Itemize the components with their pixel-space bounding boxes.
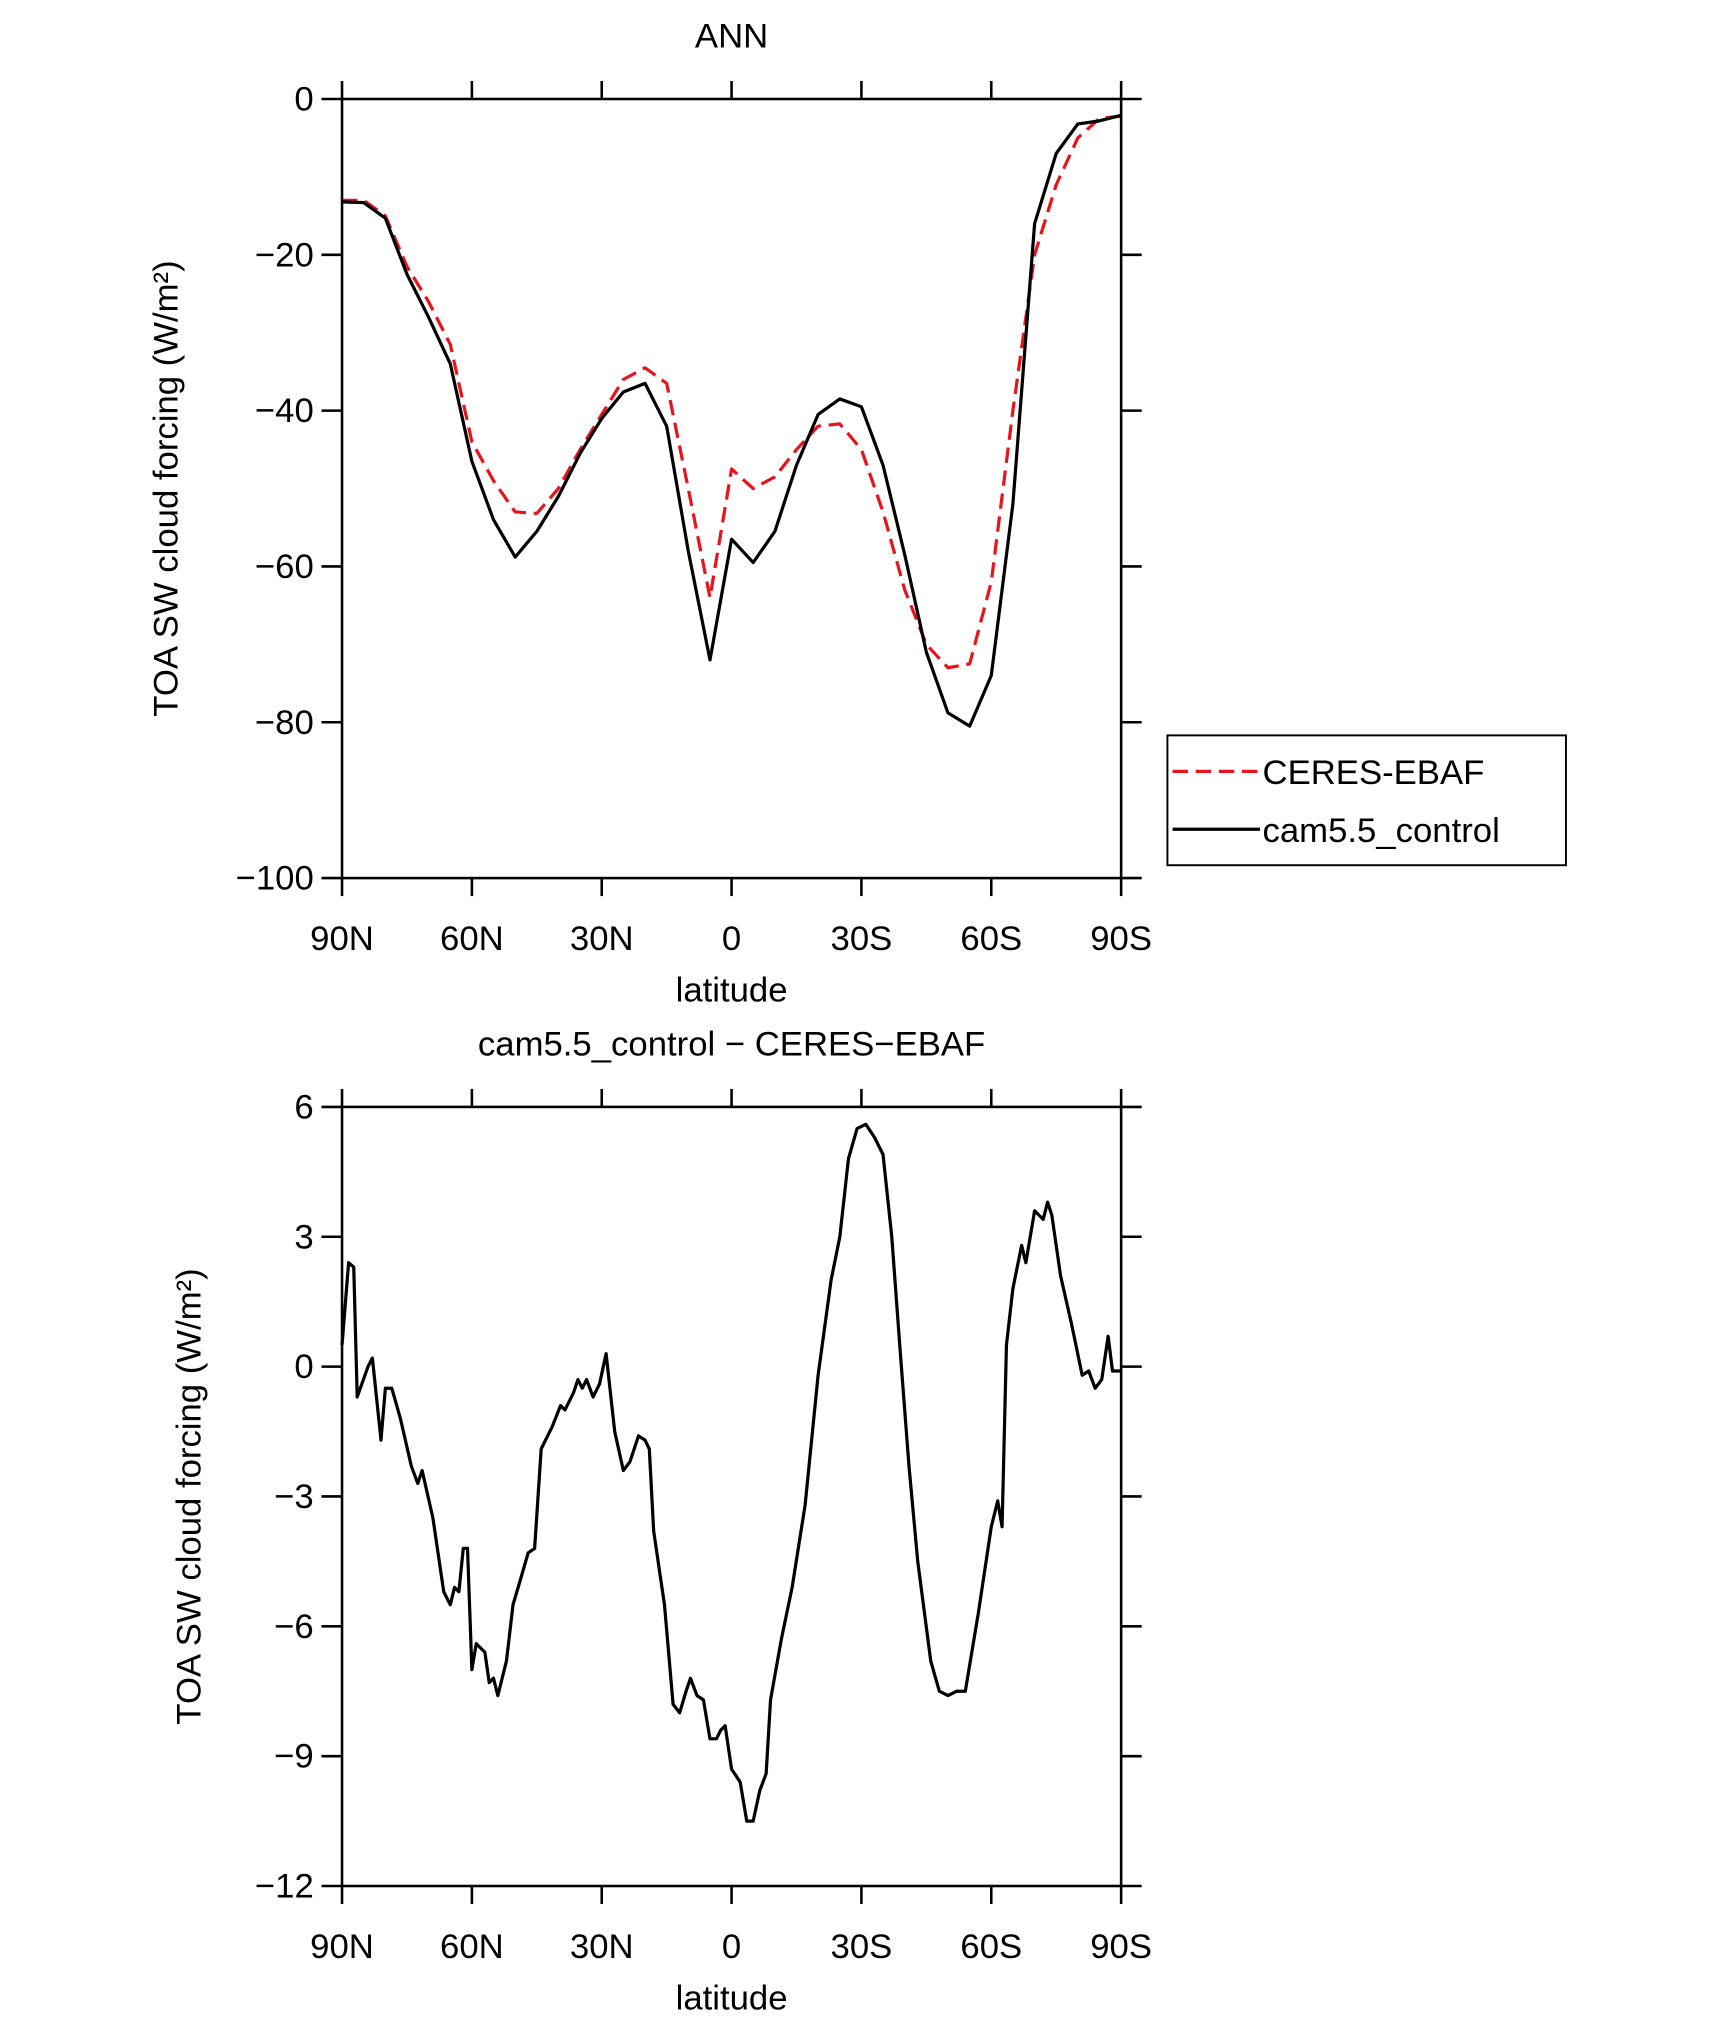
y-tick-label: −3 bbox=[274, 1478, 314, 1516]
x-tick-label: 60S bbox=[960, 1928, 1022, 1966]
x-tick-label: 60S bbox=[960, 920, 1022, 958]
x-tick-label: 0 bbox=[722, 1928, 741, 1966]
data-line bbox=[341, 113, 1122, 728]
legend-box bbox=[1166, 734, 1567, 867]
plot-frame bbox=[340, 97, 1123, 880]
data-line bbox=[340, 1122, 1122, 1823]
y-tick-label: −80 bbox=[255, 704, 314, 742]
y-tick-label: −12 bbox=[255, 1868, 314, 1906]
chart-title: ANN bbox=[695, 18, 768, 56]
x-tick-label: 90S bbox=[1090, 920, 1152, 958]
y-axis-label: TOA SW cloud forcing (W/m²) bbox=[171, 1268, 209, 1724]
x-tick-label: 30N bbox=[570, 1928, 634, 1966]
x-tick-label: 90S bbox=[1090, 1928, 1152, 1966]
x-tick-label: 90N bbox=[310, 920, 374, 958]
x-tick-label: 90N bbox=[310, 1928, 374, 1966]
y-tick-label: −6 bbox=[274, 1608, 314, 1646]
y-tick-label: 0 bbox=[294, 1348, 313, 1386]
x-tick-label: 60N bbox=[440, 1928, 504, 1966]
data-line bbox=[342, 114, 1122, 670]
y-tick-label: −100 bbox=[236, 860, 314, 898]
legend-label: CERES-EBAF bbox=[1263, 754, 1485, 792]
x-tick-label: 30S bbox=[831, 1928, 893, 1966]
x-axis-label: latitude bbox=[676, 972, 788, 1010]
x-axis-label: latitude bbox=[676, 1979, 788, 2017]
y-tick-label: 6 bbox=[294, 1088, 313, 1126]
y-axis-label: TOA SW cloud forcing (W/m²) bbox=[147, 260, 185, 716]
chart-title: cam5.5_control − CERES−EBAF bbox=[478, 1025, 985, 1063]
x-tick-label: 60N bbox=[440, 920, 504, 958]
y-tick-label: −20 bbox=[255, 236, 314, 274]
x-tick-label: 0 bbox=[722, 920, 741, 958]
y-tick-label: −9 bbox=[274, 1738, 314, 1776]
legend-label: cam5.5_control bbox=[1263, 812, 1500, 850]
y-tick-label: −60 bbox=[255, 548, 314, 586]
y-tick-label: −40 bbox=[255, 392, 314, 430]
x-tick-label: 30S bbox=[831, 920, 893, 958]
y-tick-label: 3 bbox=[294, 1218, 313, 1256]
x-tick-label: 30N bbox=[570, 920, 634, 958]
y-tick-label: 0 bbox=[294, 81, 313, 119]
